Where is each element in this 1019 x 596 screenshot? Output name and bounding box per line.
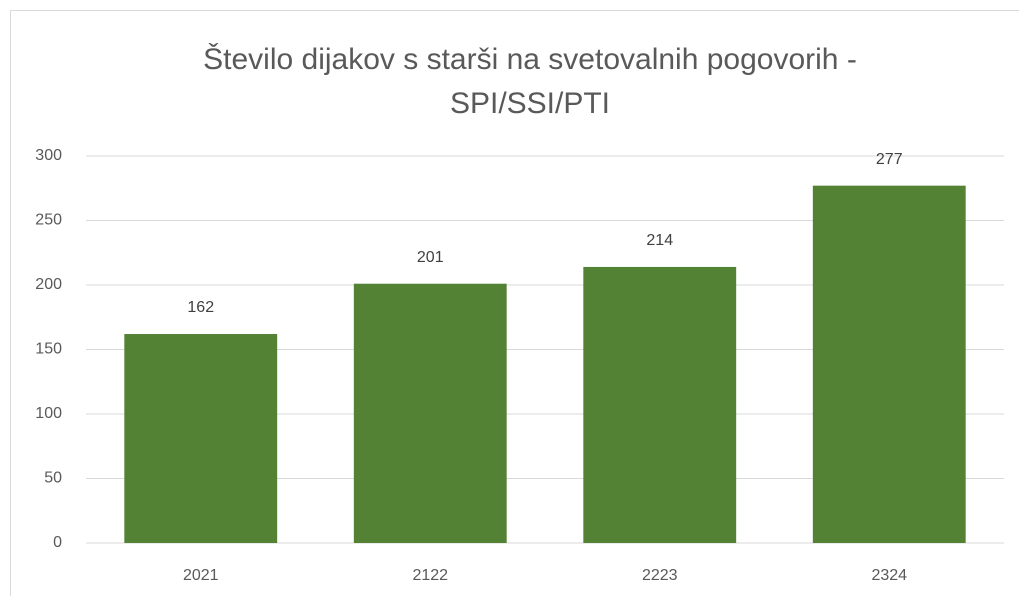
data-label: 277 bbox=[876, 151, 903, 168]
x-tick-label: 2021 bbox=[183, 567, 219, 584]
data-label: 162 bbox=[187, 299, 214, 316]
y-tick-label: 50 bbox=[44, 470, 62, 487]
y-tick-label: 300 bbox=[35, 147, 62, 164]
y-tick-label: 150 bbox=[35, 341, 62, 358]
y-tick-label: 0 bbox=[53, 534, 62, 551]
chart-title: Število dijakov s starši na svetovalnih … bbox=[203, 43, 857, 120]
bar bbox=[124, 334, 278, 543]
x-tick-label: 2223 bbox=[642, 567, 678, 584]
x-tick-label: 2324 bbox=[871, 567, 907, 584]
bar bbox=[812, 185, 966, 544]
data-label: 201 bbox=[417, 249, 444, 266]
data-label: 214 bbox=[646, 232, 673, 249]
x-tick-label: 2122 bbox=[412, 567, 448, 584]
y-tick-label: 250 bbox=[35, 212, 62, 229]
bar bbox=[353, 283, 507, 543]
y-tick-label: 200 bbox=[35, 276, 62, 293]
y-tick-label: 100 bbox=[35, 405, 62, 422]
bar bbox=[583, 266, 737, 543]
